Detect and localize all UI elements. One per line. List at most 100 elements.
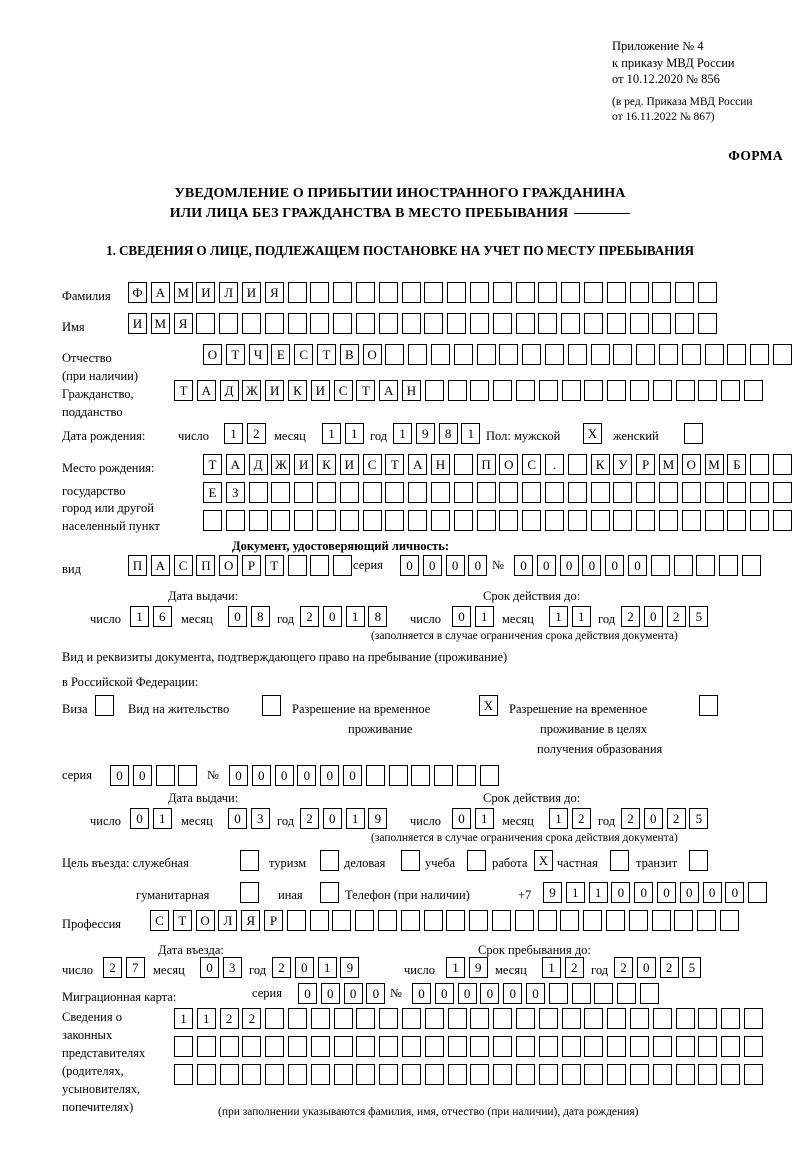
char-box[interactable]: 0: [400, 555, 419, 576]
char-box[interactable]: [743, 1064, 763, 1085]
char-box[interactable]: 1: [344, 423, 364, 444]
char-box[interactable]: А: [196, 380, 216, 401]
char-box[interactable]: [242, 1064, 262, 1085]
char-box[interactable]: [721, 380, 741, 401]
char-box[interactable]: [743, 1036, 763, 1057]
char-box[interactable]: [748, 882, 768, 903]
char-box[interactable]: А: [150, 555, 170, 576]
char-box[interactable]: [697, 313, 717, 334]
char-box[interactable]: [499, 510, 519, 531]
char-box[interactable]: [681, 482, 701, 503]
char-box[interactable]: Я: [173, 313, 193, 334]
birthplace-line-3-boxes[interactable]: [203, 510, 792, 531]
char-box[interactable]: 1: [549, 808, 568, 829]
char-box[interactable]: [607, 1036, 627, 1057]
char-box[interactable]: 2: [103, 957, 122, 978]
char-box[interactable]: С: [173, 555, 193, 576]
char-box[interactable]: [567, 482, 587, 503]
char-box[interactable]: [430, 510, 450, 531]
char-box[interactable]: [675, 1008, 695, 1029]
char-box[interactable]: Р: [636, 454, 656, 475]
char-box[interactable]: 0: [228, 808, 247, 829]
char-box[interactable]: [333, 1008, 353, 1029]
checkbox-purpose-tourism[interactable]: [320, 850, 339, 871]
char-box[interactable]: 0: [322, 808, 342, 829]
char-box[interactable]: [750, 482, 770, 503]
char-box[interactable]: [287, 555, 307, 576]
char-box[interactable]: [605, 910, 625, 931]
char-box[interactable]: 0: [702, 882, 722, 903]
char-box[interactable]: [476, 344, 496, 365]
char-box[interactable]: З: [225, 482, 245, 503]
char-box[interactable]: 0: [445, 555, 465, 576]
char-box[interactable]: 1: [565, 882, 585, 903]
char-box[interactable]: Ф: [128, 282, 147, 303]
char-box[interactable]: [675, 1036, 695, 1057]
checkbox-edu-residence[interactable]: [699, 695, 718, 716]
char-box[interactable]: 2: [666, 808, 686, 829]
char-box[interactable]: [561, 1008, 581, 1029]
char-box[interactable]: [652, 380, 672, 401]
char-box[interactable]: 1: [588, 882, 608, 903]
char-box[interactable]: [522, 510, 542, 531]
char-box[interactable]: [515, 380, 535, 401]
char-box[interactable]: И: [128, 313, 147, 334]
char-box[interactable]: 0: [294, 957, 314, 978]
char-box[interactable]: [583, 313, 603, 334]
char-box[interactable]: [560, 910, 580, 931]
char-box[interactable]: [538, 313, 558, 334]
char-box[interactable]: 0: [366, 983, 386, 1004]
char-box[interactable]: О: [203, 344, 222, 365]
char-box[interactable]: [743, 1008, 763, 1029]
char-box[interactable]: [356, 1036, 376, 1057]
char-box[interactable]: [362, 482, 382, 503]
legal-line-3-boxes[interactable]: [174, 1064, 763, 1085]
char-box[interactable]: [538, 282, 558, 303]
char-box[interactable]: [401, 1036, 421, 1057]
char-box[interactable]: [613, 344, 633, 365]
char-box[interactable]: 0: [298, 983, 317, 1004]
char-box[interactable]: [681, 344, 701, 365]
checkbox-purpose-service[interactable]: [240, 850, 259, 871]
char-box[interactable]: [470, 1064, 490, 1085]
char-box[interactable]: [424, 313, 444, 334]
char-box[interactable]: [424, 1064, 444, 1085]
char-box[interactable]: [294, 510, 314, 531]
checkbox-visa[interactable]: [95, 695, 114, 716]
char-box[interactable]: [408, 344, 428, 365]
char-box[interactable]: [493, 1064, 513, 1085]
char-box[interactable]: [651, 910, 671, 931]
char-box[interactable]: [453, 454, 473, 475]
checkbox-purpose-work[interactable]: X: [534, 850, 553, 871]
char-box[interactable]: 0: [627, 555, 647, 576]
char-box[interactable]: [470, 1008, 490, 1029]
char-box[interactable]: [499, 482, 519, 503]
char-box[interactable]: М: [704, 454, 724, 475]
checkbox-purpose-business[interactable]: [401, 850, 420, 871]
char-box[interactable]: 0: [643, 808, 663, 829]
char-box[interactable]: У: [613, 454, 633, 475]
char-box[interactable]: М: [658, 454, 678, 475]
char-box[interactable]: [584, 1036, 604, 1057]
char-box[interactable]: 0: [536, 555, 556, 576]
char-box[interactable]: [719, 555, 739, 576]
char-box[interactable]: 9: [468, 957, 488, 978]
char-box[interactable]: [650, 555, 670, 576]
char-box[interactable]: С: [294, 344, 314, 365]
char-box[interactable]: 8: [368, 606, 388, 627]
char-box[interactable]: [424, 1008, 444, 1029]
char-box[interactable]: [499, 344, 519, 365]
char-box[interactable]: [697, 910, 717, 931]
char-box[interactable]: [265, 1036, 285, 1057]
char-box[interactable]: [721, 1064, 741, 1085]
char-box[interactable]: [196, 1036, 216, 1057]
char-box[interactable]: 1: [446, 957, 465, 978]
char-box[interactable]: 1: [152, 808, 172, 829]
